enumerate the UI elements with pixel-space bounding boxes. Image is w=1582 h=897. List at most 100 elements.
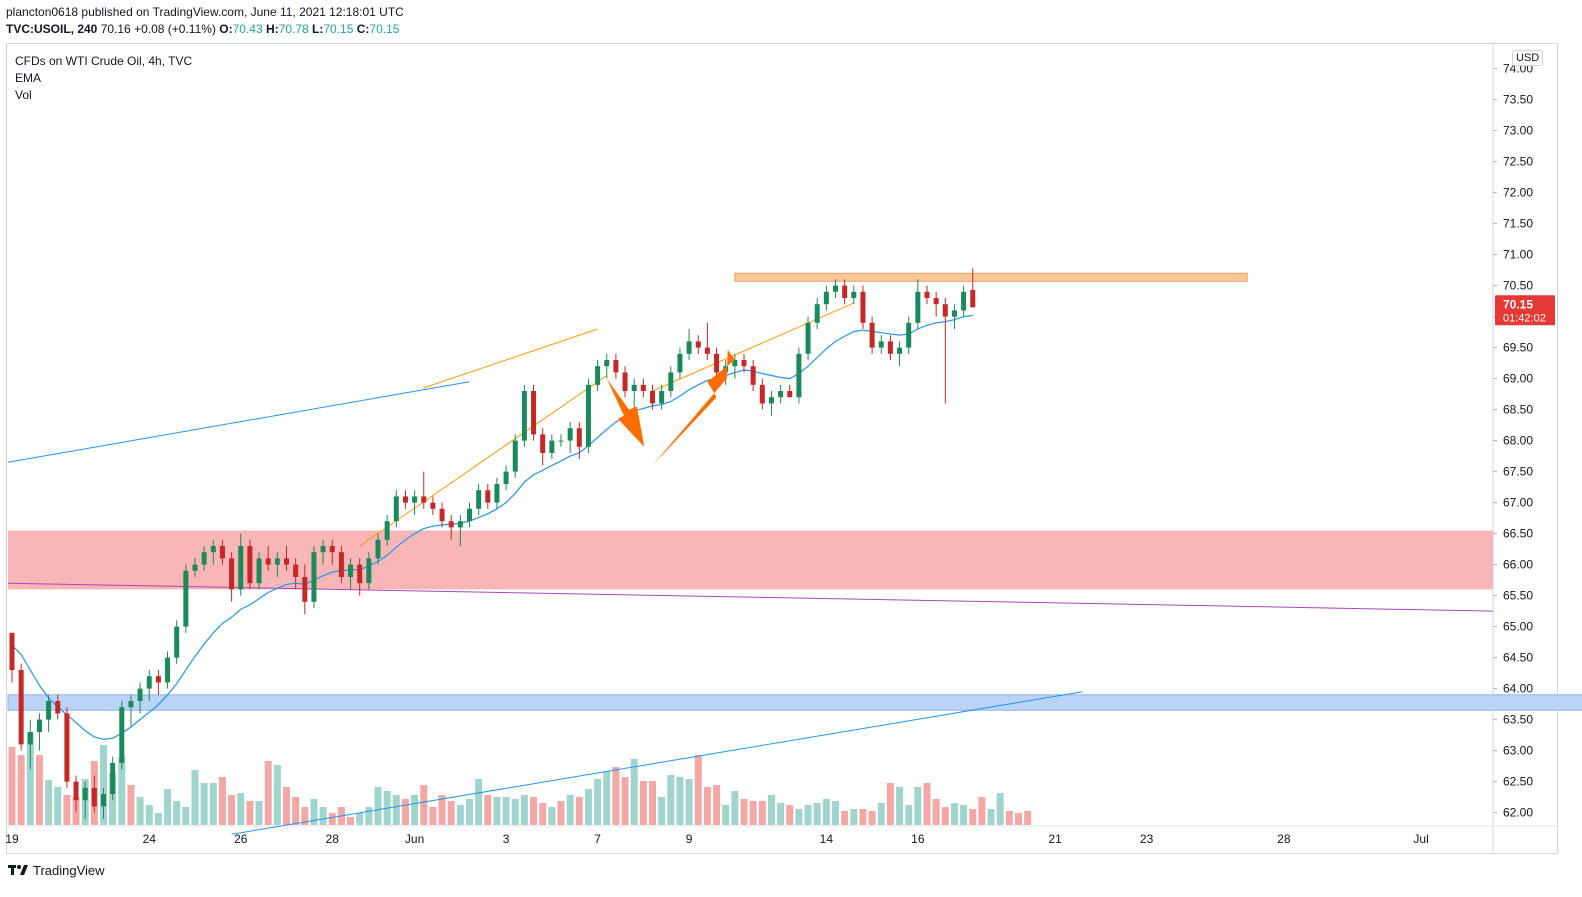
volume-bar: [813, 803, 821, 825]
legend-title: CFDs on WTI Crude Oil, 4h, TVC: [15, 54, 193, 68]
volume-bar: [603, 771, 611, 825]
price-tick-label: 62.00: [1503, 806, 1533, 820]
volume-bar: [511, 799, 519, 825]
volume-bar: [319, 807, 327, 825]
candle: [750, 360, 756, 391]
volume-bar: [703, 787, 711, 825]
volume-bar: [822, 799, 830, 825]
candle: [805, 316, 811, 360]
volume-bar: [649, 781, 656, 825]
candle: [155, 670, 161, 695]
high-label: H:: [265, 22, 279, 36]
price-tick-label: 72.00: [1503, 186, 1533, 200]
currency-badge[interactable]: USD: [1512, 50, 1544, 66]
volume-bar: [530, 797, 538, 825]
volume-bar: [283, 787, 290, 825]
candle: [384, 515, 390, 546]
candle: [485, 484, 491, 509]
candle: [887, 335, 893, 360]
volume-bar: [154, 813, 162, 825]
candle: [476, 484, 482, 515]
candle: [219, 539, 225, 565]
volume-bar: [420, 785, 428, 825]
candle: [906, 316, 912, 354]
time-tick-label: 26: [234, 832, 248, 846]
volume-bar: [804, 805, 812, 825]
candle: [503, 465, 509, 491]
candle: [274, 552, 280, 577]
candle: [165, 651, 171, 689]
candle: [704, 322, 710, 360]
candle: [585, 378, 591, 453]
volume-bar: [374, 787, 382, 825]
candle: [640, 378, 646, 398]
candle: [650, 384, 655, 410]
volume-bar: [264, 761, 272, 825]
volume-bar: [740, 799, 748, 825]
volume-bar: [273, 765, 281, 825]
volume-bar: [612, 767, 620, 825]
candle: [714, 347, 720, 379]
candle: [201, 546, 207, 571]
volume-bar: [292, 797, 300, 825]
volume-bar: [54, 787, 62, 825]
volume-bar: [237, 793, 245, 825]
volume-bar: [17, 755, 25, 825]
volume-bar: [255, 801, 263, 825]
candle: [576, 422, 582, 460]
volume-bar: [475, 779, 483, 825]
candle: [521, 384, 527, 447]
candle: [311, 546, 317, 608]
time-tick-label: 7: [594, 832, 601, 846]
volume-bar: [996, 793, 1004, 825]
volume-bar: [520, 795, 528, 825]
volume-bar: [658, 797, 666, 825]
volume-bar: [548, 807, 556, 825]
candle: [412, 490, 418, 515]
volume-bar: [584, 789, 592, 825]
time-tick-label: 28: [1277, 832, 1291, 846]
last-price-tag-value: 70.15: [1503, 297, 1533, 311]
price-tick-label: 69.00: [1503, 372, 1533, 386]
candle: [137, 682, 143, 714]
candle: [659, 384, 665, 410]
volume-bar: [411, 795, 419, 825]
candle: [421, 471, 427, 509]
price-tick-label: 65.50: [1503, 589, 1533, 603]
candle: [741, 353, 747, 373]
high-value: 70.78: [278, 22, 309, 36]
price-tick-label: 73.00: [1503, 124, 1533, 138]
down-arrow: [606, 378, 645, 447]
candle: [961, 285, 967, 317]
candle: [302, 564, 308, 615]
candle: [951, 304, 957, 329]
resistance-zone: [8, 530, 1493, 590]
ohlc-bar: TVC:USOIL, 240 70.16 +0.08 (+0.11%) O:70…: [6, 22, 399, 36]
candle: [101, 787, 106, 819]
symbol: TVC:USOIL, 240: [6, 22, 98, 36]
candle: [558, 434, 564, 447]
volume-bar: [667, 775, 675, 825]
volume-bar: [8, 747, 16, 825]
price-tick-label: 63.50: [1503, 713, 1533, 727]
volume-bar: [466, 799, 473, 825]
volume-bar: [539, 803, 547, 825]
candle: [668, 366, 674, 398]
volume-bar: [621, 777, 629, 825]
volume-bar: [356, 813, 364, 825]
volume-bar: [484, 795, 492, 825]
volume-bar: [310, 799, 318, 825]
candle: [256, 552, 262, 590]
volume-bar: [182, 807, 190, 825]
price-tick-label: 67.50: [1503, 465, 1533, 479]
candle: [457, 515, 463, 546]
candle: [842, 279, 848, 305]
volume-bar: [347, 817, 355, 825]
volume-bar: [63, 795, 71, 825]
volume-bar: [301, 807, 309, 825]
candle: [549, 434, 555, 460]
candle: [210, 539, 216, 565]
candle: [494, 477, 500, 509]
candle: [46, 694, 52, 732]
